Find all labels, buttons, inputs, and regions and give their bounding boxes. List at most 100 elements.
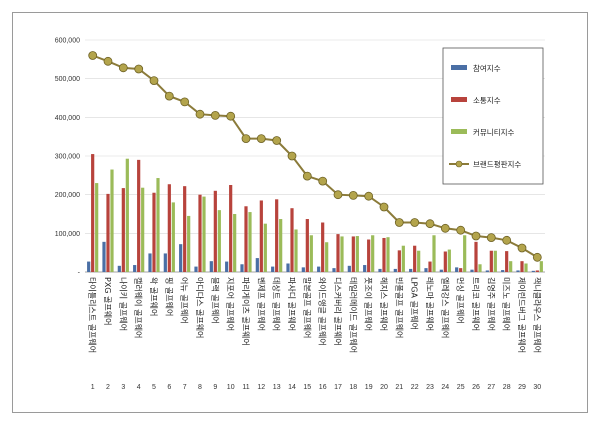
y-tick-label: 600,000 — [55, 38, 80, 45]
x-category-label: LPGA 골프웨어 — [410, 277, 420, 330]
bar-참여지수-23 — [424, 268, 428, 272]
x-rank-label: 15 — [303, 384, 311, 391]
x-rank-label: 30 — [533, 384, 541, 391]
bar-커뮤니티지수-6 — [171, 202, 175, 272]
x-rank-label: 8 — [198, 384, 202, 391]
x-category-label: 벤제프 골프웨어 — [256, 277, 266, 331]
bar-참여지수-9 — [209, 261, 213, 272]
x-category-label: 미즈노 골프웨어 — [502, 277, 512, 331]
legend-label: 커뮤니티지수 — [473, 128, 514, 137]
point-브랜드평판지수-13 — [272, 136, 282, 145]
bar-소통지수-14 — [290, 208, 294, 272]
bar-소통지수-13 — [275, 199, 279, 272]
bar-참여지수-7 — [179, 244, 183, 272]
x-category-label: 말본골프 골프웨어 — [302, 277, 312, 338]
bar-소통지수-26 — [474, 241, 478, 272]
bar-커뮤니티지수-30 — [539, 261, 543, 272]
bar-소통지수-23 — [428, 261, 432, 272]
point-브랜드평판지수-1 — [88, 51, 98, 60]
x-rank-label: 2 — [106, 384, 110, 391]
point-브랜드평판지수-16 — [318, 176, 328, 186]
x-category-label: 레노마 골프웨어 — [425, 277, 435, 331]
x-rank-label: 4 — [137, 384, 141, 391]
x-category-label: 블랙 골프웨어 — [210, 277, 220, 324]
x-rank-label: 1 — [91, 384, 95, 391]
bar-참여지수-29 — [516, 270, 520, 272]
point-브랜드평판지수-18 — [348, 190, 358, 200]
bar-커뮤니티지수-12 — [263, 223, 267, 272]
x-category-label: 빈폴골프 골프웨어 — [394, 277, 404, 338]
x-rank-label: 19 — [365, 384, 373, 391]
point-브랜드평판지수-2 — [103, 56, 113, 66]
bar-참여지수-17 — [332, 268, 336, 272]
bar-참여지수-15 — [301, 267, 305, 272]
point-브랜드평판지수-17 — [333, 190, 343, 200]
x-category-label: 잭니클라우스 골프웨어 — [532, 277, 542, 353]
x-category-label: 풋조이 골프웨어 — [364, 277, 374, 331]
bar-소통지수-17 — [336, 234, 340, 272]
point-브랜드평판지수-29 — [517, 243, 527, 253]
bar-커뮤니티지수-11 — [248, 212, 252, 272]
x-rank-label: 23 — [426, 384, 434, 391]
point-브랜드평판지수-11 — [241, 134, 251, 144]
bar-참여지수-27 — [485, 270, 489, 272]
bar-참여지수-22 — [409, 268, 413, 272]
legend-swatch — [451, 65, 467, 70]
x-category-label: 아디다스 골프웨어 — [195, 277, 205, 338]
bar-커뮤니티지수-22 — [417, 250, 421, 272]
bar-커뮤니티지수-26 — [478, 264, 482, 272]
bar-커뮤니티지수-29 — [524, 263, 528, 272]
bar-참여지수-21 — [393, 268, 397, 272]
legend-swatch — [451, 97, 467, 102]
x-rank-label: 9 — [213, 384, 217, 391]
point-브랜드평판지수-12 — [256, 134, 266, 144]
y-tick-label: - — [78, 270, 81, 277]
bar-커뮤니티지수-24 — [447, 249, 451, 272]
y-tick-label: 200,000 — [55, 192, 80, 199]
point-브랜드평판지수-21 — [394, 218, 404, 227]
bar-커뮤니티지수-4 — [141, 187, 145, 272]
bar-참여지수-13 — [271, 266, 275, 272]
x-rank-label: 12 — [257, 384, 265, 391]
x-category-label: 지포어 골프웨어 — [226, 277, 236, 331]
bar-소통지수-6 — [167, 184, 171, 272]
point-브랜드평판지수-28 — [502, 235, 512, 245]
point-브랜드평판지수-26 — [471, 231, 481, 241]
bar-참여지수-26 — [470, 269, 474, 272]
x-category-label: 디스커버리 골프웨어 — [333, 277, 343, 346]
x-rank-label: 27 — [487, 384, 495, 391]
bar-커뮤니티지수-10 — [233, 214, 237, 272]
bar-커뮤니티지수-23 — [432, 235, 436, 272]
bar-소통지수-21 — [397, 250, 401, 272]
x-rank-label: 26 — [472, 384, 480, 391]
x-category-label: 캘러웨이 골프웨어 — [134, 277, 144, 338]
x-rank-label: 18 — [349, 384, 357, 391]
bar-소통지수-25 — [459, 268, 463, 272]
bar-소통지수-1 — [91, 154, 95, 272]
bar-커뮤니티지수-7 — [187, 215, 191, 272]
x-rank-label: 25 — [457, 384, 465, 391]
x-category-label: 어뉴 골프웨어 — [180, 277, 190, 324]
y-tick-label: 400,000 — [55, 115, 80, 122]
bar-참여지수-25 — [455, 267, 459, 272]
x-rank-label: 22 — [411, 384, 419, 391]
x-category-label: 헤지스 골프웨어 — [379, 277, 389, 331]
x-rank-label: 7 — [183, 384, 187, 391]
bar-참여지수-3 — [117, 265, 121, 272]
point-브랜드평판지수-15 — [302, 171, 312, 181]
bar-커뮤니티지수-1 — [95, 183, 99, 272]
point-브랜드평판지수-8 — [195, 109, 205, 119]
bar-참여지수-6 — [163, 253, 167, 272]
bar-커뮤니티지수-15 — [309, 235, 313, 272]
chart-frame — [12, 12, 588, 413]
bar-소통지수-12 — [259, 200, 263, 272]
x-category-label: 데상트 골프웨어 — [272, 277, 282, 331]
x-category-label: 제이린드버그 골프웨어 — [517, 277, 527, 353]
bar-참여지수-2 — [102, 241, 106, 272]
x-rank-label: 20 — [380, 384, 388, 391]
bar-커뮤니티지수-16 — [325, 242, 329, 272]
bar-참여지수-4 — [133, 265, 137, 272]
point-브랜드평판지수-7 — [180, 97, 190, 107]
x-category-label: 파리게이츠 골프웨어 — [241, 277, 251, 346]
bar-소통지수-3 — [121, 188, 125, 272]
